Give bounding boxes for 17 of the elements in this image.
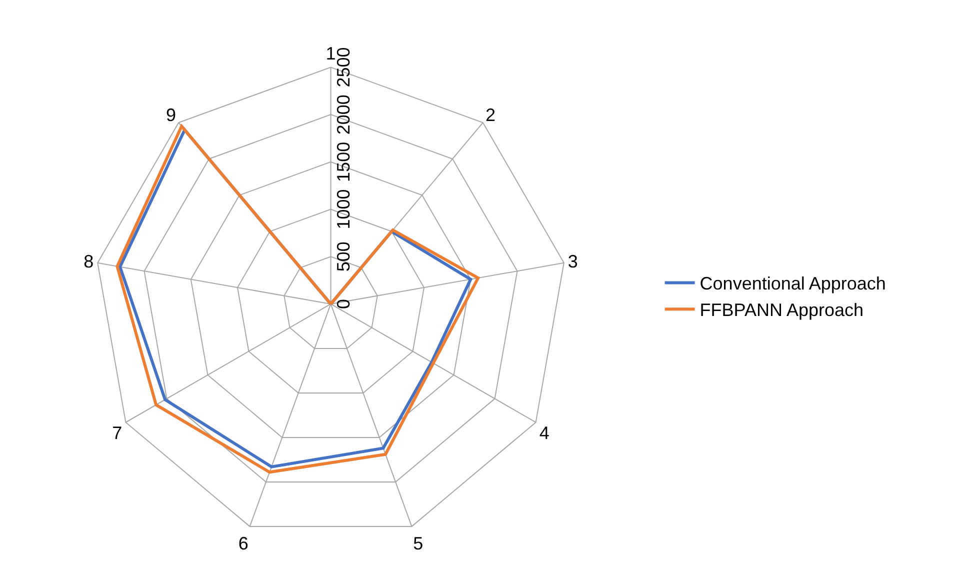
y-tick-label: 2500: [333, 47, 354, 88]
spoke-label: 7: [112, 422, 122, 443]
y-tick-label: 2000: [333, 94, 354, 135]
spoke-label: 9: [166, 104, 176, 125]
spoke-label: 5: [413, 533, 424, 554]
legend-label: FFBPANN Approach: [700, 300, 864, 320]
spoke-label: 3: [568, 252, 578, 272]
y-tick-label: 1000: [333, 189, 354, 230]
spoke-label: 2: [486, 104, 496, 125]
legend-label: Conventional Approach: [700, 274, 886, 294]
y-tick-label: 0: [333, 298, 354, 309]
spoke-label: 4: [539, 422, 550, 443]
spoke-label: 1: [326, 44, 336, 64]
spoke-label: 6: [238, 533, 248, 554]
y-tick-label: 1500: [333, 142, 354, 182]
y-tick-label: 500: [333, 242, 354, 272]
spoke-label: 8: [84, 252, 94, 272]
